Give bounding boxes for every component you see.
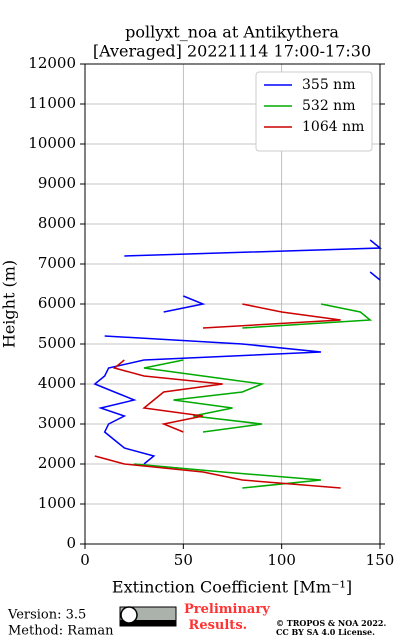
x-tick-label: 0 [80, 551, 90, 569]
legend-label: 1064 nm [302, 119, 364, 135]
copyright: © TROPOS & NOA 2022. [276, 618, 386, 628]
plot-frame [84, 63, 381, 545]
y-tick-label: 4000 [38, 374, 76, 392]
y-tick-label: 7000 [38, 254, 76, 272]
method: Method: Raman [8, 624, 114, 639]
legend-box [255, 71, 373, 152]
profile-line [93, 239, 383, 465]
chart-title: pollyxt_noa at Antikythera [125, 23, 339, 42]
chart-subtitle: [Averaged] 20221114 17:00-17:30 [93, 42, 371, 61]
x-tick-label: 50 [174, 551, 193, 569]
x-axis-label: Extinction Coefficient [Mm⁻¹] [112, 578, 352, 597]
y-axis-label: Height (m) [0, 260, 19, 348]
version: Version: 3.5 [7, 608, 86, 623]
y-tick-label: 9000 [38, 174, 76, 192]
profile-line [94, 303, 341, 489]
cc-logo [119, 606, 177, 627]
y-tick-label: 1000 [38, 494, 76, 512]
x-tick-label: 150 [366, 551, 395, 569]
preliminary: Preliminary Results. [184, 602, 270, 633]
y-tick-label: 8000 [38, 214, 76, 232]
x-tick-label: 100 [267, 551, 296, 569]
y-tick-label: 6000 [38, 294, 76, 312]
y-tick-label: 11000 [28, 94, 76, 112]
y-tick-label: 5000 [38, 334, 76, 352]
y-tick-label: 3000 [38, 414, 76, 432]
y-tick-label: 10000 [28, 134, 76, 152]
y-tick-label: 12000 [28, 54, 76, 72]
legend-label: 355 nm [302, 77, 355, 93]
profile-line [134, 303, 373, 489]
y-tick-label: 0 [66, 534, 76, 552]
y-tick-label: 2000 [38, 454, 76, 472]
license: CC BY SA 4.0 License. [276, 627, 375, 637]
legend-label: 532 nm [302, 98, 355, 114]
